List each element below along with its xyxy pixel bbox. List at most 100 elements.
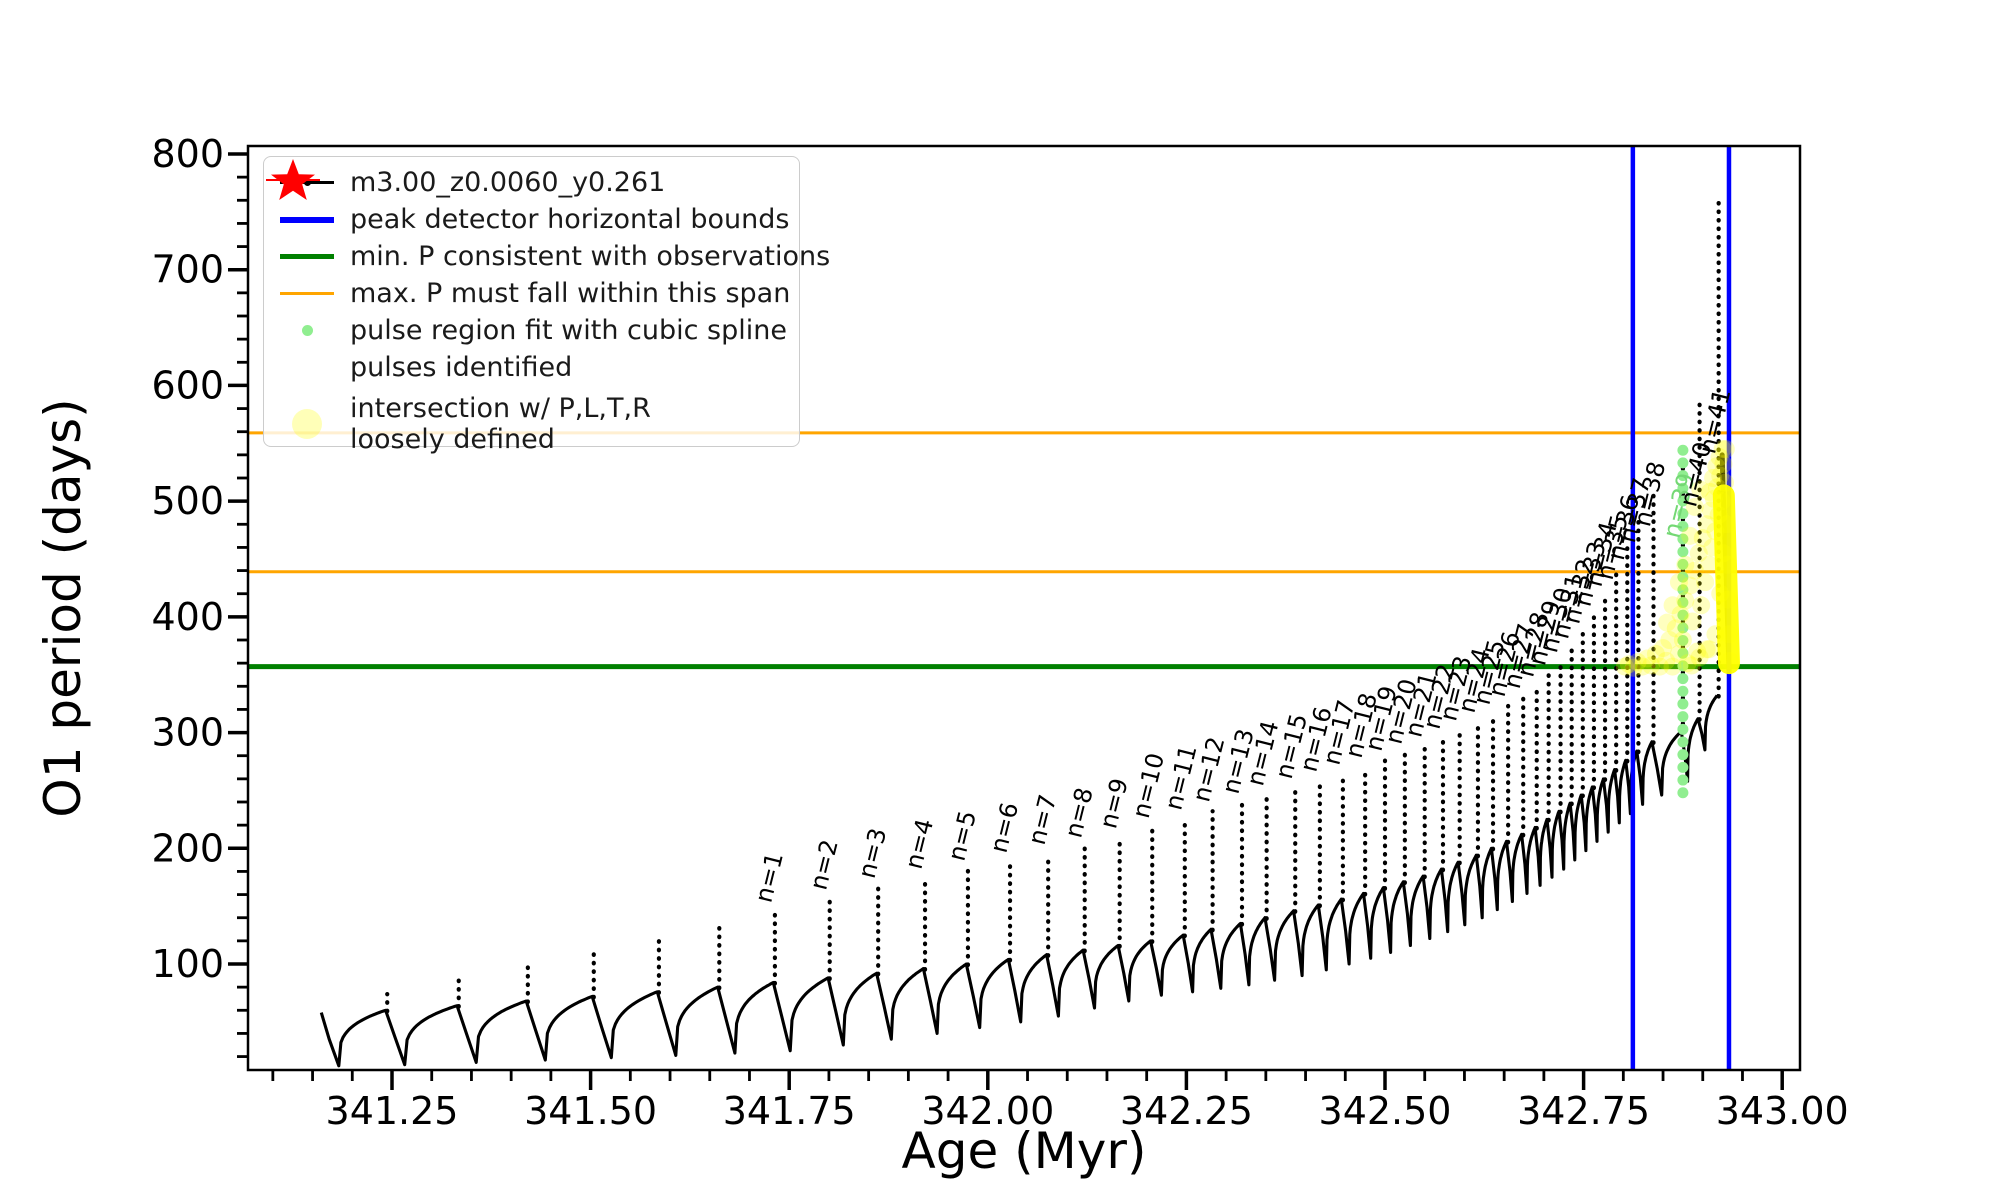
x-tick-label: 341.25 — [326, 1089, 459, 1133]
intersection-dot — [1676, 555, 1695, 574]
spline-fit-dot — [1677, 457, 1689, 469]
intersection-dot — [1716, 440, 1735, 459]
intersection-dot — [1692, 596, 1711, 615]
y-tick-label: 600 — [151, 363, 224, 407]
pulse-label-n3: n=3 — [853, 825, 892, 881]
spline-fit-dot — [1677, 470, 1689, 482]
intersection-dot — [1663, 657, 1682, 676]
spline-fit-dot — [1677, 698, 1689, 710]
spline-fit-dot — [1677, 749, 1689, 761]
intersection-dot — [1710, 448, 1729, 467]
spline-fit-dot — [1677, 622, 1689, 634]
y-tick-label: 700 — [151, 248, 224, 292]
intersection-dot — [1697, 515, 1716, 534]
intersection-dot — [1688, 642, 1707, 661]
spline-fit-dot — [1677, 609, 1689, 621]
spline-fit-dot — [1677, 520, 1689, 532]
intersection-dot — [1700, 555, 1719, 574]
spline-fit-dot — [1677, 736, 1689, 748]
legend-label: pulses identified — [350, 352, 573, 383]
spline-fit-dot — [1677, 444, 1689, 456]
intersection-dot — [1669, 644, 1688, 663]
yellow-dot-icon — [274, 409, 340, 439]
spline-fit-dot — [1677, 761, 1689, 773]
intersection-dot — [1650, 657, 1669, 676]
green-line-swatch — [274, 254, 340, 259]
legend: m3.00_z0.0060_y0.261 peak detector horiz… — [263, 156, 830, 455]
legend-item-min-p: min. P consistent with observations — [274, 238, 830, 275]
y-tick-label: 800 — [151, 132, 224, 176]
intersection-dot — [1633, 657, 1652, 676]
intersection-dot — [1681, 576, 1700, 595]
intersection-dot — [1628, 652, 1647, 671]
spline-fit-dot — [1677, 635, 1689, 647]
intersection-dot — [1671, 605, 1690, 624]
y-tick-label: 200 — [151, 826, 224, 870]
intersection-dot — [1642, 656, 1661, 675]
x-axis-label: Age (Myr) — [902, 1122, 1147, 1180]
spline-fit-dot — [1677, 571, 1689, 583]
x-tick-label: 343.00 — [1716, 1089, 1849, 1133]
pulse-label-n2: n=2 — [804, 837, 843, 893]
spline-fit-dot — [1677, 596, 1689, 608]
spline-fit-dot — [1677, 482, 1689, 494]
intersection-dot — [1690, 648, 1709, 667]
legend-label-line1: intersection w/ P,L,T,R — [350, 393, 651, 424]
pulse-label-n4: n=4 — [900, 816, 939, 872]
intersection-dot — [1682, 656, 1701, 675]
legend-item-intersection: intersection w/ P,L,T,R loosely defined — [274, 386, 789, 462]
intersection-dot — [1685, 561, 1704, 580]
legend-label: pulse region fit with cubic spline — [350, 315, 787, 346]
spline-fit-dot — [1677, 533, 1689, 545]
spline-fit-dot — [1677, 673, 1689, 685]
legend-label: max. P must fall within this span — [350, 278, 791, 309]
legend-label: m3.00_z0.0060_y0.261 — [350, 167, 666, 198]
x-tick-label: 341.75 — [723, 1089, 856, 1133]
spline-fit-dot — [1677, 558, 1689, 570]
legend-label-line2: loosely defined — [350, 424, 555, 455]
x-tick-label: 342.50 — [1319, 1089, 1452, 1133]
pulse-label-n7: n=7 — [1023, 792, 1062, 848]
intersection-dot — [1669, 573, 1688, 592]
spline-fit-dot — [1677, 711, 1689, 723]
spline-fit-dot — [1677, 787, 1689, 799]
intersection-dot — [1696, 573, 1715, 592]
evolution-track — [319, 693, 1719, 1068]
orange-line-swatch — [274, 292, 340, 295]
legend-item-track: m3.00_z0.0060_y0.261 — [274, 164, 789, 201]
spline-fit-dot — [1677, 723, 1689, 735]
pulse-label-n5: n=5 — [943, 808, 982, 864]
y-tick-label: 400 — [151, 595, 224, 639]
x-tick-label: 342.75 — [1517, 1089, 1650, 1133]
blue-line-swatch — [274, 216, 340, 223]
intersection-dot — [1624, 658, 1643, 677]
intersection-dot — [1685, 497, 1704, 516]
legend-item-peak-bounds: peak detector horizontal bounds — [274, 201, 789, 238]
intersection-dot — [1691, 480, 1710, 499]
intersection-dot — [1638, 649, 1657, 668]
intersection-dot — [1657, 651, 1676, 670]
y-tick-label: 100 — [151, 942, 224, 986]
spline-fit-dot — [1677, 508, 1689, 520]
track-line-swatch — [274, 178, 340, 186]
intersection-dot — [1676, 591, 1695, 610]
legend-label: min. P consistent with observations — [350, 241, 831, 272]
y-axis-label: O1 period (days) — [34, 398, 92, 817]
intersection-dot — [1693, 529, 1712, 548]
intersection-dot — [1615, 657, 1634, 676]
spline-fit-dot — [1677, 584, 1689, 596]
pulse-label-n8: n=8 — [1059, 785, 1098, 841]
x-tick-label: 341.50 — [524, 1089, 657, 1133]
intersection-dot — [1654, 639, 1673, 658]
intersection-dot — [1713, 440, 1732, 459]
pulse-label-n6: n=6 — [985, 800, 1024, 856]
spline-fit-dot — [1677, 660, 1689, 672]
intersection-dot — [1646, 644, 1665, 663]
intersection-dot — [1660, 631, 1679, 649]
intersection-dot — [1683, 612, 1702, 631]
axes-frame — [246, 144, 1802, 1072]
pulse-label-n9: n=9 — [1094, 775, 1133, 831]
spline-fit-dot — [1677, 546, 1689, 558]
